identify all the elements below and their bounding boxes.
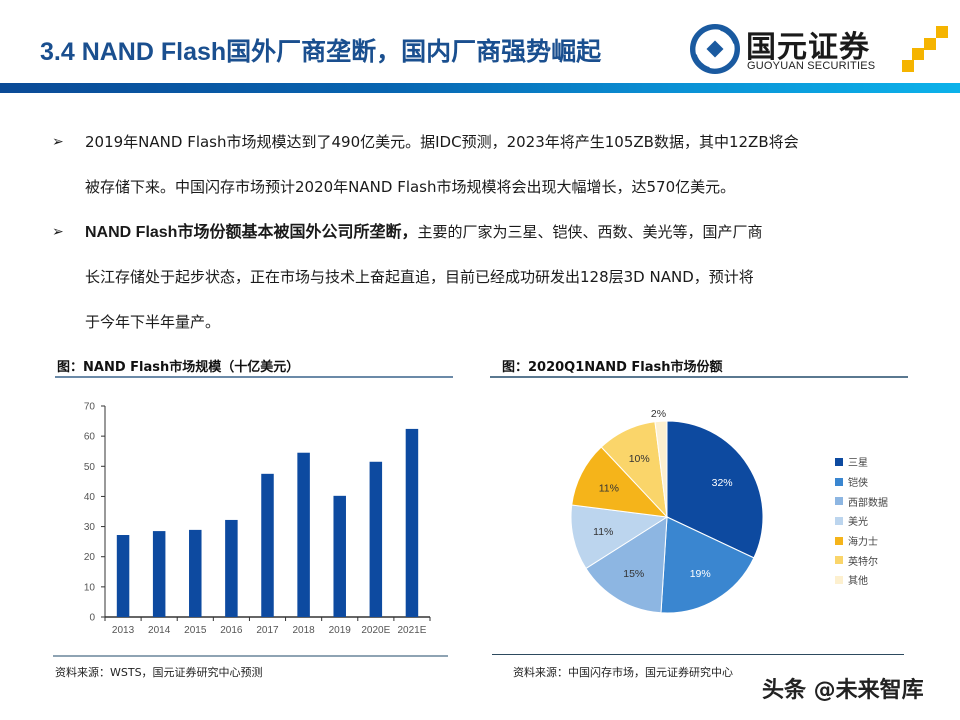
pie-slice-label: 10%	[629, 453, 650, 465]
pie-chart-source-rule	[492, 654, 904, 655]
pie-slice-label: 19%	[690, 568, 711, 580]
legend-item: 西部数据	[835, 491, 888, 511]
bar	[116, 535, 130, 617]
legend-swatch	[835, 497, 843, 506]
legend-swatch	[835, 457, 843, 466]
legend-swatch	[835, 556, 843, 565]
legend-label: 美光	[848, 517, 868, 529]
bar	[405, 428, 419, 617]
x-tick-label: 2016	[220, 625, 243, 636]
bullet-item: ➢ NAND Flash市场份额基本被国外公司所垄断，主要的厂家为三星、铠侠、西…	[52, 210, 912, 345]
pie-slice-label: 11%	[599, 482, 619, 494]
page-title: 3.4 NAND Flash国外厂商垄断，国内厂商强势崛起	[40, 38, 602, 66]
y-tick-label: 0	[89, 613, 95, 624]
pie-slice-label: 15%	[623, 568, 644, 580]
legend-label: 铠侠	[848, 478, 868, 490]
pie-slice	[666, 420, 764, 559]
bar	[261, 473, 274, 617]
legend-item: 美光	[835, 511, 888, 531]
legend-swatch	[835, 516, 843, 525]
x-tick-label: 2017	[256, 625, 279, 636]
logo-name-cn: 国元证券	[746, 30, 870, 65]
y-tick-label: 60	[84, 432, 96, 443]
bullet-line: 被存储下来。中国闪存市场预计2020年NAND Flash市场规模将会出现大幅增…	[85, 178, 736, 196]
legend-item: 其他	[835, 570, 888, 590]
legend-label: 英特尔	[848, 556, 878, 568]
y-tick-label: 40	[84, 492, 96, 503]
header-gradient-band	[0, 83, 960, 93]
legend-label: 海力士	[848, 537, 878, 549]
bar-chart-source: 资料来源：WSTS，国元证券研究中心预测	[55, 666, 263, 679]
bar	[333, 495, 346, 617]
legend-swatch	[835, 575, 843, 584]
legend-swatch	[835, 477, 843, 486]
logo-squares-icon	[902, 26, 950, 74]
legend-item: 铠侠	[835, 472, 888, 492]
x-tick-label: 2019	[329, 625, 352, 636]
bullet-list: ➢ 2019年NAND Flash市场规模达到了490亿美元。据IDC预测，20…	[52, 120, 912, 345]
pie-slice	[660, 516, 755, 614]
arrow-bullet-icon: ➢	[52, 134, 64, 150]
bar	[225, 519, 238, 617]
pie-slice	[570, 504, 669, 570]
bar	[297, 452, 310, 617]
pie-chart: 32% 19% 15% 11% 11% 10% 2%	[570, 408, 764, 614]
legend-swatch	[835, 536, 843, 545]
bullet-lead: NAND Flash市场份额基本被国外公司所垄断，	[85, 224, 418, 241]
bullet-item: ➢ 2019年NAND Flash市场规模达到了490亿美元。据IDC预测，20…	[52, 120, 912, 210]
y-tick-label: 10	[84, 582, 96, 593]
bar	[189, 529, 202, 617]
bullet-line: 2019年NAND Flash市场规模达到了490亿美元。据IDC预测，2023…	[85, 133, 799, 151]
legend-label: 西部数据	[848, 497, 888, 509]
bar	[152, 531, 166, 617]
pie-chart-source: 资料来源：中国闪存市场，国元证券研究中心	[513, 666, 733, 679]
guoyuan-logo-icon	[690, 24, 740, 74]
bullet-line: NAND Flash市场份额基本被国外公司所垄断，主要的厂家为三星、铠侠、西数、…	[85, 210, 912, 255]
y-tick-label: 30	[84, 522, 96, 533]
pie-chart-title: 图：2020Q1NAND Flash市场份额	[502, 360, 723, 375]
bullet-line: 于今年下半年量产。	[85, 313, 221, 331]
y-tick-label: 20	[84, 552, 96, 563]
x-tick-label: 2015	[184, 625, 207, 636]
x-tick-label: 2018	[292, 625, 315, 636]
legend-item: 英特尔	[835, 550, 888, 570]
y-tick-label: 50	[84, 462, 96, 473]
legend-label: 三星	[848, 458, 868, 470]
legend-label: 其他	[848, 576, 868, 588]
bar	[369, 461, 383, 617]
legend-item: 三星	[835, 452, 888, 472]
arrow-bullet-icon: ➢	[52, 224, 64, 240]
bullet-line: 长江存储处于起步状态，正在市场与技术上奋起直追，目前已经成功研发出128层3D …	[85, 268, 754, 286]
x-tick-label: 2014	[148, 625, 171, 636]
pie-chart-title-rule	[490, 376, 908, 378]
pie-slice	[585, 516, 668, 614]
bullet-text: 主要的厂家为三星、铠侠、西数、美光等，国产厂商	[417, 223, 763, 241]
x-tick-label: 2020E	[361, 625, 390, 636]
x-tick-label: 2021E	[397, 625, 426, 636]
company-logo: 国元证券 GUOYUAN SECURITIES	[690, 22, 950, 78]
bar-chart-source-rule	[53, 655, 448, 657]
bar-chart-title-rule	[55, 376, 453, 378]
pie-slice-label: 2%	[651, 408, 666, 420]
logo-name-en: GUOYUAN SECURITIES	[747, 60, 876, 72]
pie-slice-label: 11%	[593, 526, 613, 538]
pie-slice-label: 32%	[712, 477, 733, 489]
x-tick-label: 2013	[112, 625, 135, 636]
bar-chart-title: 图：NAND Flash市场规模（十亿美元）	[57, 360, 300, 375]
legend-item: 海力士	[835, 531, 888, 551]
y-tick-label: 70	[84, 402, 96, 413]
pie-slice	[571, 446, 669, 518]
bar-chart: 0 10 20 30 40 50 60 70 2013 2014 2015 2016 2017 2018 2…	[84, 402, 431, 636]
pie-slice	[654, 420, 668, 518]
pie-legend: 三星铠侠西部数据美光海力士英特尔其他	[835, 452, 888, 590]
watermark: 头条 @未来智库	[762, 678, 924, 703]
